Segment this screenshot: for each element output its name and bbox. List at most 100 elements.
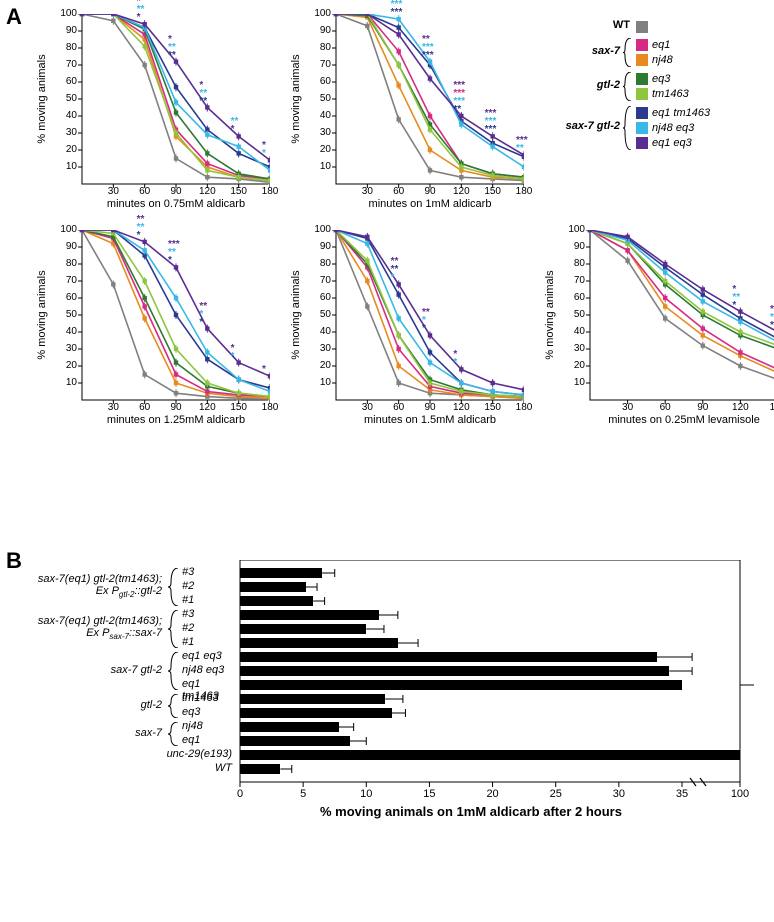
x-axis-label: minutes on 1mM aldicarb	[369, 198, 492, 210]
bar	[240, 666, 669, 676]
legend-swatch	[636, 54, 648, 66]
significance-mark: *	[453, 359, 457, 366]
bar	[240, 568, 322, 578]
bar	[240, 624, 366, 634]
y-tick-label: 30	[56, 127, 77, 138]
x-tick-label: 150	[227, 186, 251, 197]
y-tick-label: 80	[310, 42, 331, 53]
y-tick-label: 40	[310, 326, 331, 337]
x-tick-label: 180	[258, 186, 282, 197]
y-axis-label: % moving animals	[290, 270, 302, 359]
y-tick-label: 60	[564, 292, 585, 303]
bar	[240, 722, 339, 732]
x-tick-label: 10	[354, 788, 378, 800]
chart-svg	[564, 230, 774, 426]
bar-group-brace	[168, 652, 180, 690]
bar	[240, 736, 350, 746]
y-tick-label: 90	[56, 241, 77, 252]
legend-swatch	[636, 122, 648, 134]
y-tick-label: 10	[310, 377, 331, 388]
legend-brace	[623, 106, 633, 150]
x-tick-label: 90	[418, 186, 442, 197]
legend-group-label: WT	[600, 19, 630, 31]
y-tick-label: 100	[310, 8, 331, 19]
legend-item	[636, 20, 652, 34]
y-tick-label: 80	[56, 42, 77, 53]
y-tick-label: 20	[310, 144, 331, 155]
x-axis-title: % moving animals on 1mM aldicarb after 2…	[320, 804, 622, 819]
line-chart: % moving animalsminutes on 0.25mM levami…	[564, 230, 774, 426]
x-tick-label: 30	[607, 788, 631, 800]
bar-group-brace	[168, 722, 180, 746]
x-tick-label: 150	[227, 402, 251, 413]
y-tick-label: 40	[310, 110, 331, 121]
legend-item: nj48 eq3	[636, 121, 694, 135]
legend-item: eq1 tm1463	[636, 106, 710, 120]
y-axis-label: % moving animals	[290, 54, 302, 143]
legend-label: nj48	[652, 54, 673, 66]
x-tick-label: 90	[418, 402, 442, 413]
x-tick-label: 30	[355, 402, 379, 413]
legend-label: eq1 tm1463	[652, 107, 710, 119]
chart-svg	[56, 230, 270, 426]
bar	[240, 610, 379, 620]
legend: WTeq1nj48sax-7eq3tm1463gtl-2eq1 tm1463nj…	[560, 20, 760, 170]
x-tick-label: 60	[387, 186, 411, 197]
y-tick-label: 50	[56, 309, 77, 320]
bar-sub-label: eq3	[182, 706, 236, 718]
y-tick-label: 50	[310, 309, 331, 320]
significance-mark: **	[516, 145, 524, 152]
bar-group-label: unc-29(e193)	[20, 748, 232, 760]
line-chart: % moving animalsminutes on 1.25mM aldica…	[56, 230, 270, 426]
y-tick-label: 40	[564, 326, 585, 337]
x-tick-label: 90	[164, 186, 188, 197]
x-tick-label: 60	[133, 186, 157, 197]
significance-mark: **	[770, 322, 774, 329]
y-tick-label: 50	[56, 93, 77, 104]
chart-svg	[310, 230, 524, 426]
legend-label: tm1463	[652, 88, 689, 100]
y-tick-label: 40	[56, 110, 77, 121]
bar-sub-label: nj48	[182, 720, 236, 732]
bar-group-label: sax-7(eq1) gtl-2(tm1463);Ex Psax-7::sax-…	[20, 615, 162, 641]
x-tick-label: 30	[355, 186, 379, 197]
significance-mark: ***	[391, 9, 403, 16]
bar	[240, 750, 740, 760]
legend-item: eq1 eq3	[636, 136, 692, 150]
y-axis-label: % moving animals	[36, 54, 48, 143]
y-tick-label: 10	[56, 161, 77, 172]
y-tick-label: 90	[564, 241, 585, 252]
significance-mark: ***	[422, 52, 434, 59]
x-tick-label: 20	[481, 788, 505, 800]
legend-swatch	[636, 39, 648, 51]
bar-group-label: sax-7	[20, 727, 162, 739]
y-tick-label: 100	[56, 8, 77, 19]
legend-swatch	[636, 137, 648, 149]
x-tick-label: 30	[616, 402, 640, 413]
bar-sub-label: #3	[182, 608, 236, 620]
y-tick-label: 30	[564, 343, 585, 354]
x-tick-label: 150	[481, 186, 505, 197]
y-tick-label: 10	[564, 377, 585, 388]
y-tick-label: 30	[310, 343, 331, 354]
legend-swatch	[636, 73, 648, 85]
bar-sub-label: #2	[182, 580, 236, 592]
bar-group-label: sax-7(eq1) gtl-2(tm1463);Ex Pgtl-2::gtl-…	[20, 573, 162, 599]
y-tick-label: 80	[564, 258, 585, 269]
y-tick-label: 90	[310, 241, 331, 252]
y-tick-label: 20	[56, 144, 77, 155]
legend-item: eq3	[636, 72, 670, 86]
legend-label: eq3	[652, 73, 670, 85]
y-tick-label: 20	[56, 360, 77, 371]
y-tick-label: 100	[56, 224, 77, 235]
x-tick-label: 180	[512, 402, 536, 413]
y-tick-label: 80	[310, 258, 331, 269]
x-tick-label: 120	[728, 402, 752, 413]
x-tick-label: 180	[258, 402, 282, 413]
y-tick-label: 90	[56, 25, 77, 36]
x-tick-label: 180	[512, 186, 536, 197]
x-tick-label: 35	[670, 788, 694, 800]
panel-letter: A	[6, 4, 22, 30]
x-tick-label: 0	[228, 788, 252, 800]
y-tick-label: 70	[310, 59, 331, 70]
